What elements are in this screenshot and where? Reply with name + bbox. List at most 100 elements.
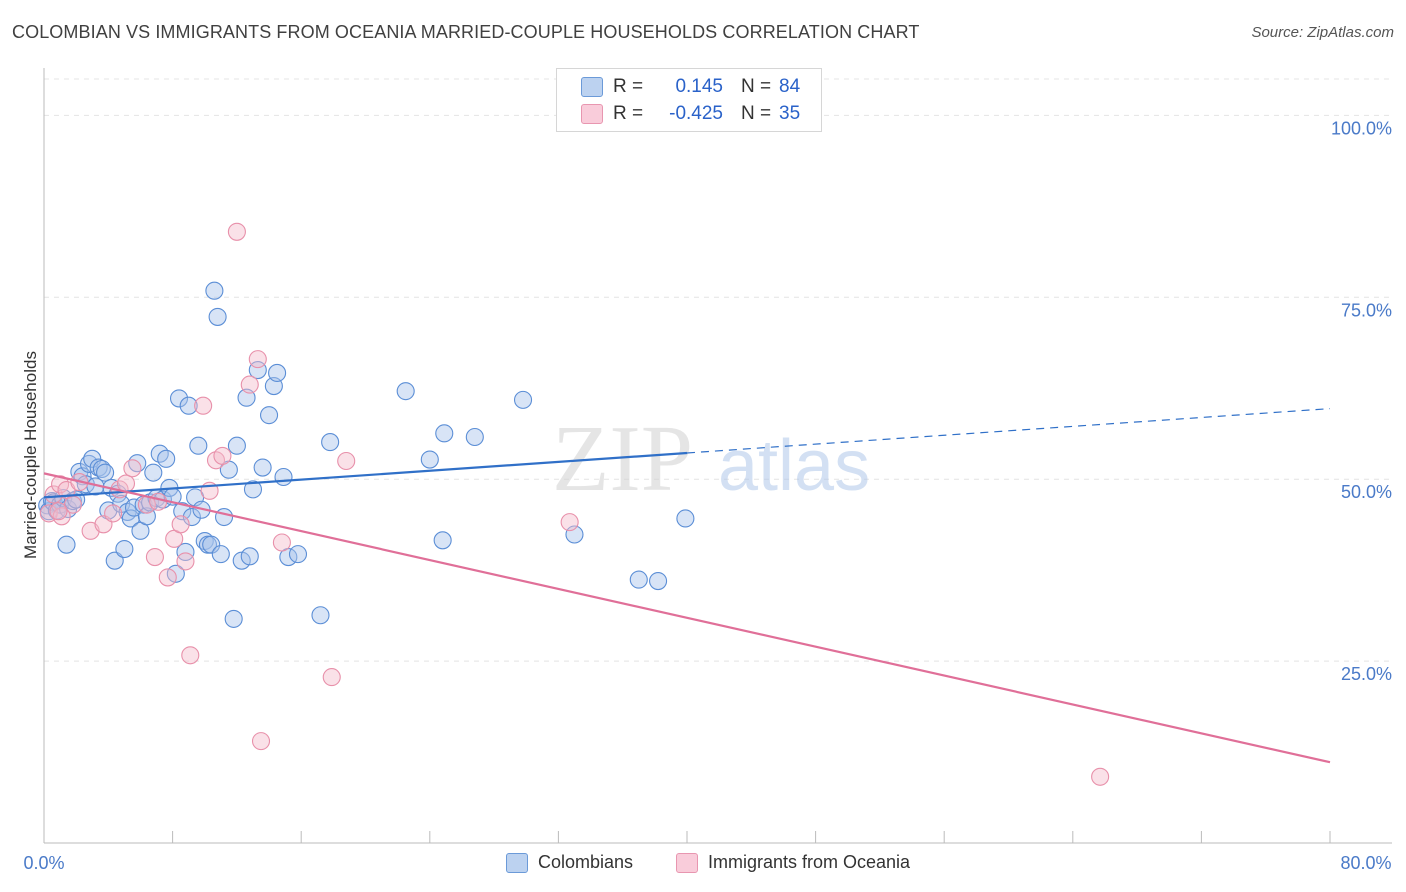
point-colombians	[513, 390, 533, 409]
legend-item-colombians: Colombians	[506, 852, 633, 873]
point-colombians	[57, 535, 76, 554]
point-colombians	[649, 572, 668, 591]
point-colombians	[115, 539, 134, 559]
r-label: R =	[613, 76, 644, 97]
point-oceania	[213, 446, 232, 465]
x-tick-label: 80.0%	[1340, 853, 1391, 873]
trend-colombians-extension	[686, 408, 1331, 454]
r-value: -0.425	[669, 103, 723, 124]
n-value: 35	[779, 103, 801, 124]
point-colombians	[211, 545, 230, 564]
point-colombians	[208, 307, 227, 326]
point-colombians	[676, 509, 695, 528]
point-colombians	[96, 463, 115, 482]
legend-swatch-pink	[676, 852, 698, 873]
point-colombians	[243, 480, 263, 499]
trend-oceania	[43, 472, 1331, 764]
point-oceania	[251, 732, 271, 751]
point-colombians	[121, 509, 140, 528]
point-colombians	[253, 458, 272, 477]
point-colombians	[227, 436, 246, 455]
point-oceania	[227, 222, 246, 241]
x-tick-label: 0.0%	[23, 853, 64, 873]
point-oceania	[248, 350, 267, 369]
point-colombians	[465, 427, 484, 447]
point-colombians	[420, 450, 439, 469]
point-oceania	[145, 547, 164, 567]
point-colombians	[173, 502, 192, 521]
r-label: R =	[613, 103, 644, 124]
point-colombians	[433, 531, 452, 550]
n-value: 84	[779, 76, 801, 97]
point-oceania	[337, 451, 356, 471]
point-colombians	[205, 281, 224, 300]
point-colombians	[629, 570, 648, 589]
point-oceania	[158, 568, 177, 587]
point-colombians	[435, 424, 454, 443]
tick-labels: 100.0% 75.0% 50.0% 25.0% 0.0% 80.0%	[23, 118, 1392, 873]
chart-title: COLOMBIAN VS IMMIGRANTS FROM OCEANIA MAR…	[12, 22, 920, 42]
legend-swatch-blue	[506, 852, 528, 873]
point-colombians	[144, 463, 163, 482]
point-oceania	[104, 504, 123, 523]
legend-label: Immigrants from Oceania	[708, 852, 911, 872]
point-colombians	[128, 454, 147, 473]
y-tick-label: 25.0%	[1341, 664, 1392, 684]
point-oceania	[1091, 767, 1110, 786]
series-legend: Colombians Immigrants from Oceania	[0, 852, 1406, 876]
point-oceania	[149, 492, 168, 511]
point-oceania	[322, 668, 341, 687]
point-colombians	[268, 363, 287, 383]
point-colombians	[169, 389, 189, 408]
point-colombians	[202, 535, 221, 554]
point-colombians	[214, 507, 234, 527]
stats-row-colombians: R = 0.145 N = 84	[581, 75, 800, 99]
legend-item-oceania: Immigrants from Oceania	[676, 852, 910, 873]
point-colombians	[240, 547, 259, 566]
point-colombians	[157, 449, 176, 468]
r-value: 0.145	[675, 76, 723, 97]
point-oceania	[171, 515, 190, 534]
point-colombians	[176, 542, 195, 562]
point-oceania	[272, 533, 291, 552]
point-colombians	[288, 545, 308, 564]
gridlines	[44, 78, 1392, 662]
y-tick-label: 50.0%	[1341, 482, 1392, 502]
point-oceania	[194, 396, 213, 415]
point-colombians	[105, 551, 124, 570]
point-oceania	[176, 552, 195, 571]
stats-swatch-pink	[581, 104, 603, 124]
watermark-zip: ZIP	[552, 407, 693, 511]
trend-lines	[43, 408, 1331, 764]
point-colombians	[179, 396, 198, 415]
stats-row-oceania: R = -0.425 N = 35	[581, 102, 800, 126]
point-colombians	[182, 507, 201, 527]
n-label: N =	[741, 103, 772, 124]
point-colombians	[92, 459, 111, 479]
point-colombians	[396, 382, 415, 401]
point-oceania	[240, 375, 259, 394]
point-colombians	[224, 609, 243, 628]
y-axis-label: Married-couple Households	[21, 351, 40, 559]
y-tick-label: 75.0%	[1341, 300, 1392, 320]
watermark-atlas: atlas	[718, 426, 870, 506]
point-oceania	[49, 502, 68, 521]
point-colombians	[274, 467, 293, 487]
point-oceania	[52, 507, 71, 526]
watermark: ZIP atlas	[552, 407, 870, 511]
point-colombians	[189, 436, 208, 455]
point-oceania	[123, 459, 142, 478]
point-colombians	[259, 406, 279, 425]
stats-swatch-blue	[581, 77, 603, 97]
point-oceania	[181, 646, 200, 665]
point-oceania	[560, 513, 579, 532]
y-tick-label: 100.0%	[1331, 118, 1392, 138]
trend-colombians	[43, 451, 688, 499]
point-colombians	[248, 360, 267, 380]
series-oceania	[39, 222, 1110, 786]
source-label: Source: ZipAtlas.com	[1251, 24, 1394, 41]
stats-legend: R = 0.145 N = 84 R = -0.425 N = 35	[556, 68, 822, 132]
point-colombians	[311, 606, 330, 625]
point-colombians	[321, 433, 340, 452]
